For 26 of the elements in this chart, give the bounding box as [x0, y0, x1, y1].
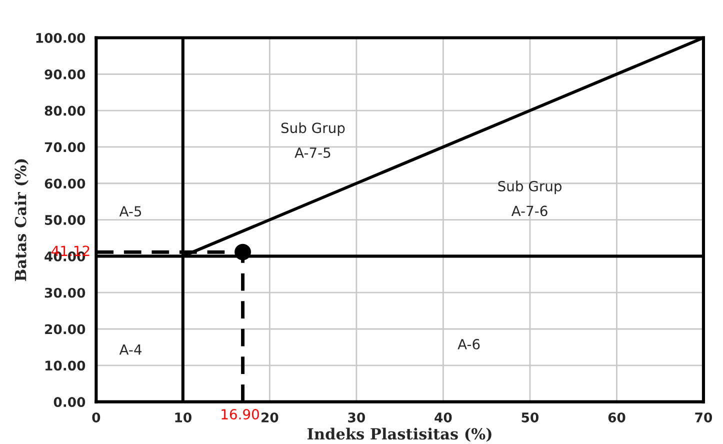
y-tick-label: 70.00 — [44, 142, 86, 152]
x-tick-label: 60 — [608, 412, 626, 422]
x-tick-label: 20 — [262, 412, 278, 422]
y-tick-label: 80.00 — [44, 106, 86, 116]
y-tick-label: 10.00 — [45, 360, 86, 371]
y-axis-title: Batas Cair (%) — [14, 159, 28, 282]
x-tick-label: 70 — [695, 412, 712, 422]
annotation: A-4 — [119, 344, 142, 355]
annotation: Sub Grup A-7-5 — [281, 122, 345, 158]
x-tick-label: 40 — [434, 412, 452, 422]
annotation: A-6 — [458, 338, 480, 350]
y-tick-label: 20.00 — [45, 324, 86, 334]
x-tick-label: 50 — [522, 412, 539, 422]
x-axis-title: Indeks Plastisitas (%) — [308, 428, 492, 442]
y-tick-label: 30.00 — [44, 288, 86, 298]
y-tick-label: 0.00 — [54, 397, 86, 408]
annotation: A-5 — [119, 206, 142, 217]
x-tick-label: 30 — [348, 412, 365, 422]
x-tick-label: 10 — [175, 412, 192, 422]
x-tick-label: 0 — [92, 412, 100, 422]
y-tick-label: 100.00 — [36, 32, 86, 43]
y-tick-label: 50.00 — [45, 215, 86, 225]
y-tick-label: 90.00 — [44, 69, 86, 80]
annotation: 16.90 — [222, 409, 259, 420]
y-tick-label: 60.00 — [44, 178, 86, 189]
annotation: Sub Grup A-7-6 — [498, 180, 562, 216]
